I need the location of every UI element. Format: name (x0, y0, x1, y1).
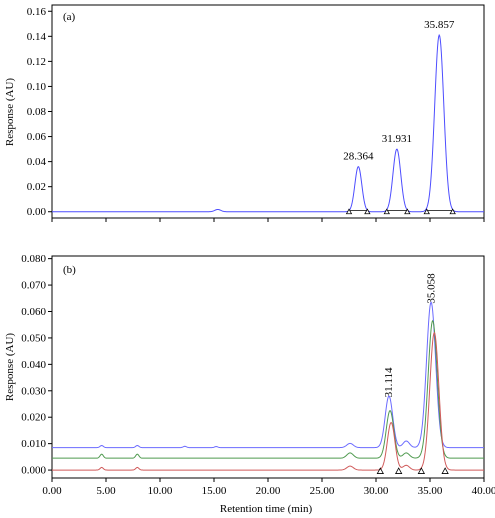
x-axis-title-b: Retention time (min) (220, 503, 313, 515)
x-axis-a (51, 218, 485, 222)
y-tick-label: 0.030 (21, 385, 46, 397)
y-tick-label: 0.000 (21, 465, 46, 477)
plot-area-a: 28.364 31.931 35.857 (52, 19, 484, 215)
y-axis-title-b: Response (AU) (4, 333, 16, 401)
y-tick-label: 0.00 (27, 206, 47, 218)
y-tick-label: 0.070 (21, 280, 46, 292)
y-axis-b: 0.000 0.010 0.020 0.030 0.040 0.050 0.060 0.070… (21, 253, 52, 477)
y-tick-label: 0.06 (27, 131, 47, 143)
peak-label: 31.114 (383, 367, 395, 397)
y-tick-label: 0.10 (27, 81, 47, 93)
y-tick-label: 0.04 (27, 156, 47, 168)
x-tick-label: 25.00 (310, 485, 335, 497)
x-tick-label: 15.00 (202, 485, 227, 497)
y-tick-label: 0.080 (21, 253, 46, 265)
integration-marker (441, 467, 449, 474)
peak-label: 31.931 (382, 133, 412, 145)
integration-marker (423, 208, 430, 215)
y-tick-label: 0.08 (27, 106, 47, 118)
integration-marker (345, 208, 353, 215)
y-tick-label: 0.060 (21, 306, 46, 318)
y-tick-label: 0.040 (21, 359, 46, 371)
y-tick-label: 0.020 (21, 412, 46, 424)
chromatogram-trace-1 (52, 33, 484, 213)
y-tick-label: 0.02 (27, 181, 46, 193)
chart-panel-a: (a) Response (AU) 0.000.020.040.060.080.… (4, 4, 485, 222)
plot-frame-a (51, 4, 485, 219)
x-tick-label: 0.00 (42, 485, 62, 497)
integration-marker (376, 467, 384, 474)
y-axis-title-a: Response (AU) (4, 78, 16, 146)
chromatogram-trace-2 (52, 319, 484, 459)
x-axis-b: 0.00 5.00 10.00 15.00 20.00 25.00 30.00 35.00 40… (42, 478, 495, 497)
y-tick-label: 0.12 (27, 56, 46, 68)
panel-label-b: (b) (63, 264, 76, 276)
plot-area-b: 31.114 35.058 (52, 273, 484, 474)
x-tick-label: 5.00 (96, 485, 116, 497)
y-tick-label: 0.010 (21, 438, 46, 450)
x-tick-label: 10.00 (148, 485, 173, 497)
integration-marker (364, 208, 371, 215)
x-tick-label: 20.00 (256, 485, 281, 497)
x-tick-label: 40.00 (472, 485, 495, 497)
integration-marker (395, 467, 403, 474)
integration-marker (404, 208, 411, 215)
chart-panel-b: (b) Response (AU) 0.0000.0100.0200.0300.… (4, 253, 495, 515)
plot-frame-b (51, 255, 485, 479)
y-tick-label: 0.14 (27, 31, 47, 43)
x-tick-label: 30.00 (364, 485, 389, 497)
integration-marker (383, 208, 390, 215)
y-axis-a: 0.00 0.02 0.04 0.06 0.08 0.10 0.12 0.14 0.16 (27, 6, 52, 218)
y-tick-label: 0.050 (21, 332, 46, 344)
integration-marker (417, 467, 426, 474)
chromatogram-trace-1 (52, 301, 484, 449)
peak-label: 35.058 (426, 273, 438, 304)
peak-label: 35.857 (424, 19, 455, 31)
y-tick-label: 0.16 (27, 6, 47, 18)
panel-label-a: (a) (63, 11, 76, 23)
x-tick-label: 35.00 (418, 485, 443, 497)
integration-marker (449, 208, 456, 215)
peak-label: 28.364 (343, 151, 374, 163)
chromatogram-trace-3 (52, 331, 484, 471)
